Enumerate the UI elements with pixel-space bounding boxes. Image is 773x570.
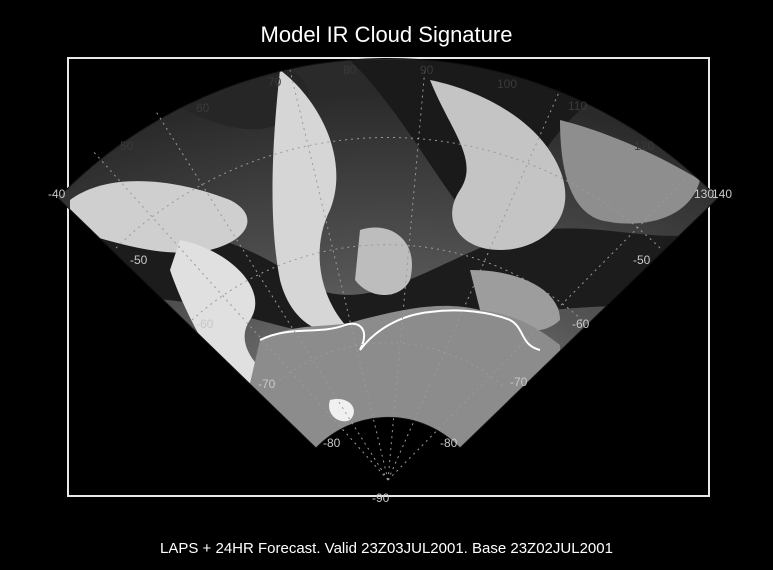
pole-label: -90 bbox=[372, 491, 390, 505]
lon-label: 60 bbox=[196, 101, 210, 115]
continent bbox=[230, 305, 560, 448]
meridian-60 bbox=[154, 109, 389, 481]
lon-label: 90 bbox=[420, 63, 434, 77]
dark-band-1 bbox=[60, 228, 718, 343]
cloud-mass-2 bbox=[170, 240, 300, 409]
lon-label: 100 bbox=[497, 77, 517, 91]
cloud-mass-5 bbox=[560, 120, 700, 224]
map-title: Model IR Cloud Signature bbox=[260, 22, 513, 47]
meridian-110 bbox=[387, 89, 561, 481]
dark-band-3 bbox=[150, 60, 309, 130]
lat-label-right: -50 bbox=[633, 253, 651, 267]
lon-label: 80 bbox=[343, 63, 357, 77]
coastline bbox=[259, 309, 541, 351]
lat-label-left: -50 bbox=[130, 253, 148, 267]
meridian-80 bbox=[289, 69, 389, 481]
cloud-mass-1 bbox=[70, 181, 248, 253]
ice-patch bbox=[329, 399, 354, 422]
meridian-130 bbox=[387, 179, 686, 481]
lon-label: -40 bbox=[48, 187, 66, 201]
cloud-mass-4 bbox=[430, 80, 566, 250]
lon-label: 120 bbox=[634, 139, 654, 153]
lat-label-right: -60 bbox=[572, 317, 590, 331]
cloud-mass-6 bbox=[355, 227, 412, 295]
cloud-mass-3 bbox=[272, 70, 350, 333]
lon-label: 50 bbox=[120, 139, 134, 153]
lat-label-left: -70 bbox=[258, 377, 276, 391]
lon-label: 130 bbox=[694, 187, 714, 201]
lat-label-left: -80 bbox=[323, 436, 341, 450]
lat-circle-50 bbox=[115, 137, 661, 249]
lat-label-left: -60 bbox=[196, 317, 214, 331]
lon-label: 70 bbox=[268, 75, 282, 89]
meridian-40 bbox=[91, 149, 389, 481]
lat-label-right: -70 bbox=[510, 375, 528, 389]
lon-label: 140 bbox=[712, 187, 732, 201]
graticule bbox=[91, 67, 686, 481]
sector-outline bbox=[57, 57, 719, 449]
lat-label-right: -80 bbox=[440, 436, 458, 450]
forecast-caption: LAPS + 24HR Forecast. Valid 23Z03JUL2001… bbox=[160, 540, 613, 557]
lon-label: 110 bbox=[568, 99, 587, 113]
